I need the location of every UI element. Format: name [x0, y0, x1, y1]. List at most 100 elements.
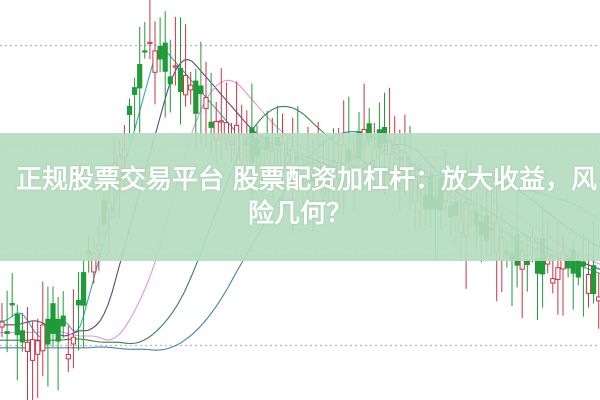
candle-body-down: [213, 120, 219, 141]
candle-body-down: [320, 165, 326, 194]
candle-body-up: [55, 318, 61, 342]
candle-body-down: [269, 150, 275, 168]
candle-body-up: [254, 137, 260, 157]
candle-body-down: [341, 144, 347, 165]
candle-body-down: [397, 157, 403, 161]
candle-body-up: [101, 200, 107, 225]
candle-body-down: [152, 50, 158, 73]
candle-body-up: [295, 156, 301, 160]
candle-body-down: [91, 253, 97, 273]
candle-body-down: [106, 200, 112, 211]
candle-body-down: [412, 176, 418, 203]
candle-body-up: [438, 178, 444, 211]
candle-body-up: [381, 126, 388, 144]
candle-body-down: [96, 243, 102, 252]
candle-body-up: [60, 315, 66, 327]
candle-body-up: [177, 67, 184, 93]
candle-body-down: [116, 155, 122, 180]
candle-body-up: [50, 303, 56, 334]
candle-body-down: [468, 204, 474, 213]
candle-body-up: [193, 80, 199, 114]
candle-body-down: [24, 341, 31, 352]
candle-body-down: [545, 255, 551, 265]
candle-body-down: [336, 161, 342, 179]
candle-body-up: [478, 222, 484, 235]
candle-body-up: [310, 175, 316, 182]
candle-body-down: [392, 144, 398, 149]
candle-body-up: [132, 87, 138, 95]
candle-body-up: [356, 131, 362, 160]
candle-body-up: [142, 50, 148, 53]
candle-body-down: [489, 227, 495, 231]
candle-body-up: [249, 127, 255, 163]
candle-body-down: [494, 221, 500, 253]
candle-body-down: [183, 75, 189, 96]
candle-body-down: [550, 278, 556, 284]
candle-body-up: [325, 173, 331, 184]
candle-body-up: [540, 238, 546, 275]
candle-body-down: [458, 220, 464, 233]
candle-body-up: [330, 159, 337, 163]
candle-body-up: [534, 258, 541, 274]
candle-body-up: [264, 136, 270, 150]
candle-body-up: [366, 123, 372, 140]
candle-body-up: [162, 42, 168, 72]
candle-body-up: [19, 330, 25, 343]
candle-body-down: [499, 237, 505, 261]
candle-body-down: [35, 340, 41, 355]
candle-body-down: [30, 339, 36, 361]
candle-body-down: [417, 183, 423, 192]
candle-body-down: [234, 124, 240, 155]
candle-body-up: [300, 181, 306, 184]
candle-body-up: [448, 205, 454, 218]
candle-body-down: [305, 163, 311, 170]
candle-body-up: [274, 137, 280, 146]
candle-body-up: [75, 299, 82, 306]
candle-body-up: [591, 265, 597, 295]
candle-body-up: [509, 253, 515, 261]
candle-body-up: [157, 45, 163, 60]
candle-body-down: [259, 147, 265, 169]
candle-body-up: [453, 201, 459, 216]
candle-body-down: [361, 128, 367, 143]
candle-body-down: [203, 97, 209, 110]
candle-body-up: [9, 302, 15, 306]
candle-body-up: [504, 251, 510, 255]
candle-body-up: [346, 149, 352, 162]
candle-body-down: [0, 321, 5, 328]
candle-body-up: [407, 178, 413, 181]
candle-body-down: [290, 149, 296, 181]
candle-body-up: [422, 195, 428, 210]
candle-body-down: [519, 250, 525, 270]
candle-body-up: [14, 313, 20, 336]
candle-body-up: [427, 176, 433, 210]
candle-body-down: [244, 142, 250, 145]
candle-body-up: [565, 258, 571, 269]
candle-body-down: [70, 336, 77, 345]
candle-body-up: [514, 234, 520, 266]
candle-body-down: [402, 152, 408, 177]
candle-body-up: [198, 85, 204, 95]
candle-body-down: [279, 142, 286, 169]
candle-body-down: [285, 155, 291, 164]
candle-body-up: [167, 76, 173, 85]
candle-body-down: [121, 148, 128, 158]
candle-body-up: [376, 129, 382, 149]
candle-body-down: [65, 354, 71, 360]
candle-body-up: [473, 212, 479, 227]
candle-body-up: [45, 318, 51, 345]
candle-body-up: [575, 259, 581, 278]
candle-body-down: [111, 162, 117, 173]
candle-body-down: [351, 158, 357, 168]
candle-body-down: [443, 190, 449, 202]
candle-body-up: [432, 197, 439, 210]
candle-body-up: [86, 250, 92, 254]
candle-body-up: [570, 249, 576, 274]
candle-body-down: [40, 324, 46, 352]
candle-body-down: [315, 162, 321, 169]
candle-body-up: [137, 64, 143, 89]
candle-body-down: [529, 237, 535, 243]
candle-body-down: [387, 140, 393, 156]
